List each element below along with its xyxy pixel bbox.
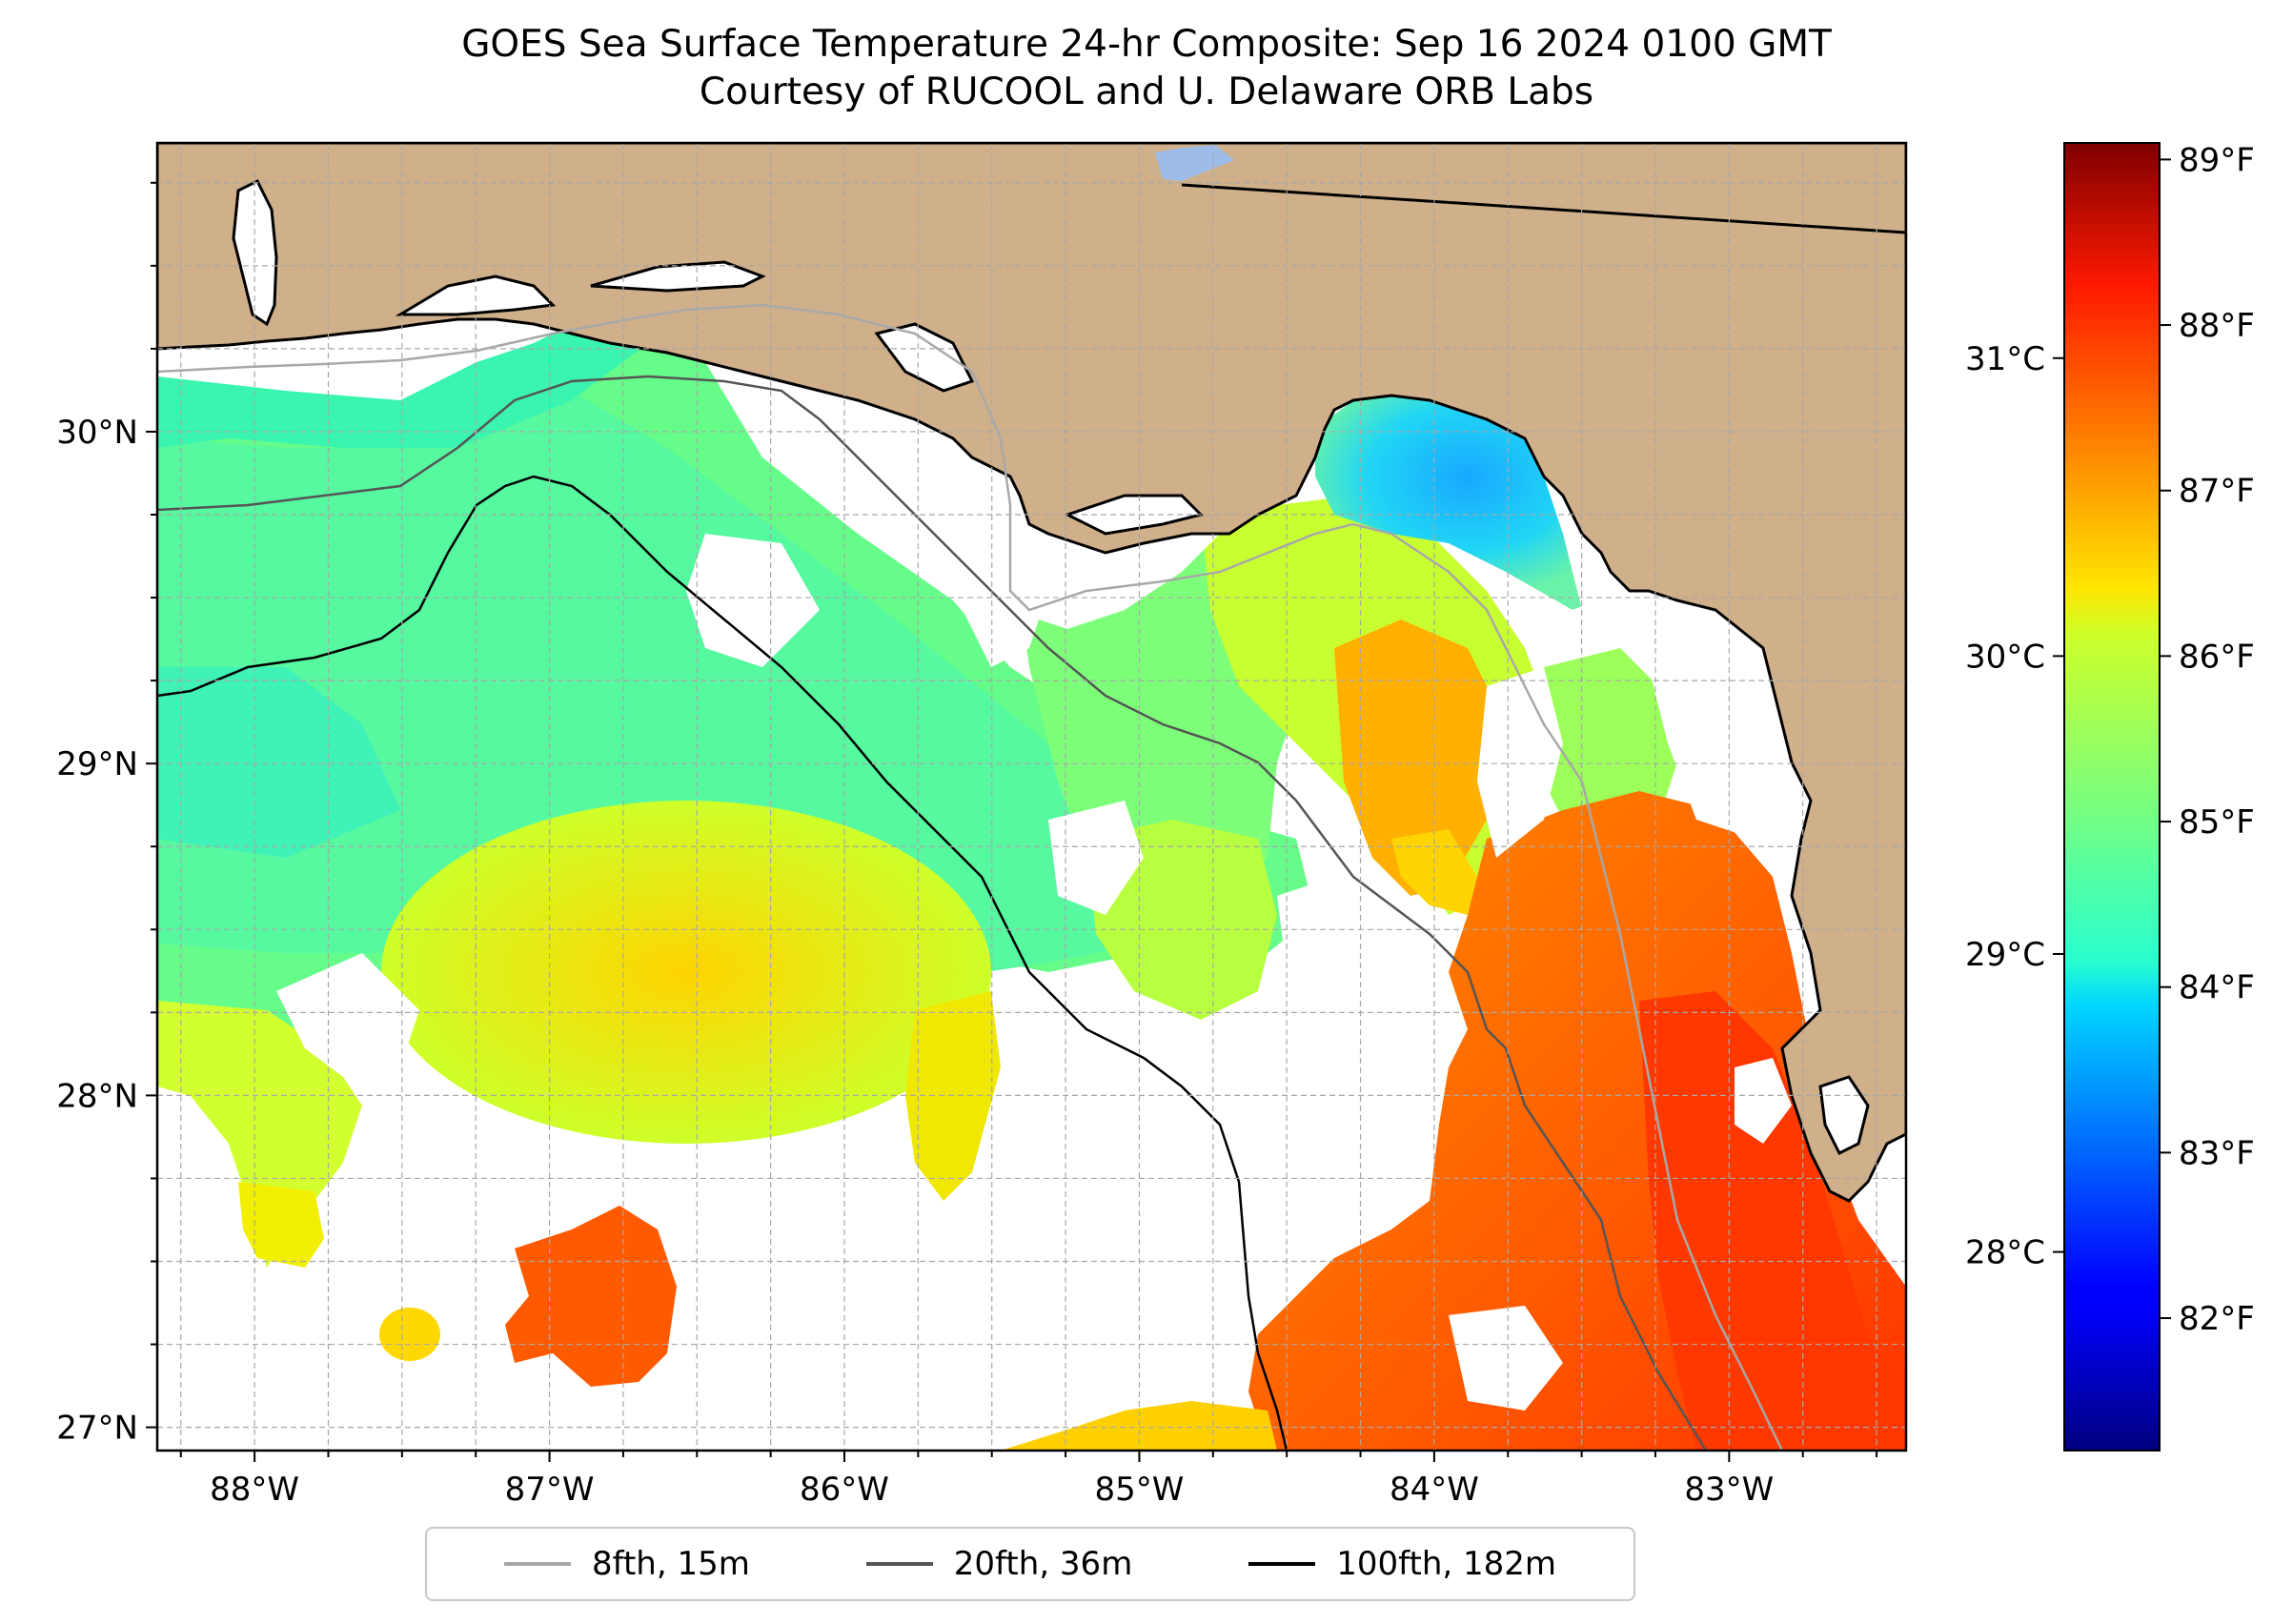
- lon-tick-label: 87°W: [505, 1471, 595, 1509]
- legend-item: 8fth, 15m: [503, 1545, 750, 1583]
- colorbar-f-label: 89°F: [2179, 141, 2255, 179]
- cloud-mask: [276, 953, 419, 1077]
- colorbar-celsius-axis: 28°C 29°C 30°C 31°C: [1965, 340, 2064, 1272]
- legend-item: 20fth, 36m: [865, 1545, 1133, 1583]
- state-border: [1181, 183, 1906, 234]
- lon-tick-label: 84°W: [1390, 1471, 1479, 1509]
- colorbar-f-label: 82°F: [2179, 1300, 2255, 1338]
- colorbar-f-label: 84°F: [2179, 969, 2255, 1007]
- orange-nearshore-patch: [1334, 619, 1506, 896]
- isobath-legend: 8fth, 15m 20fth, 36m 100fth, 182m: [425, 1527, 1635, 1601]
- map-title-block: GOES Sea Surface Temperature 24-hr Compo…: [0, 21, 2293, 116]
- isobath-20fth: [157, 375, 1708, 1451]
- warm-core: [381, 801, 991, 1144]
- colorbar-f-label: 87°F: [2179, 473, 2255, 511]
- land-mass: [157, 143, 1906, 1203]
- map-frame: [155, 141, 1908, 1452]
- colorbar-fahrenheit-axis: 82°F 83°F 84°F 85°F 86°F 87°F 88°F 89°F: [2160, 141, 2255, 1338]
- shelf-water-west-band: [157, 391, 1268, 991]
- hot-offshore-band: [1639, 991, 1906, 1451]
- cloud-mask: [1048, 801, 1144, 915]
- colorbar-c-label: 29°C: [1965, 936, 2045, 974]
- lon-tick-label: 86°W: [800, 1471, 889, 1509]
- legend-swatch: [865, 1562, 933, 1566]
- colorbar-f-label: 85°F: [2179, 803, 2255, 842]
- colorbar: [2063, 142, 2161, 1451]
- isobath-8fth: [157, 303, 1784, 1451]
- map-title: GOES Sea Surface Temperature 24-hr Compo…: [461, 23, 1832, 66]
- colorbar-c-label: 31°C: [1965, 340, 2045, 378]
- legend-label: 20fth, 36m: [953, 1545, 1133, 1583]
- legend-swatch: [1248, 1562, 1316, 1566]
- legend-label: 100fth, 182m: [1336, 1545, 1557, 1583]
- isobath-100fth: [157, 475, 1289, 1451]
- cloud-mask: [1449, 1306, 1563, 1411]
- pensacola-bay: [395, 274, 557, 316]
- legend-label: 8fth, 15m: [591, 1545, 750, 1583]
- colorbar-c-label: 28°C: [1965, 1234, 2045, 1272]
- gridlines: [157, 143, 1906, 1451]
- shelf-water-teal: [157, 667, 400, 858]
- map-subtitle: Courtesy of RUCOOL and U. Delaware ORB L…: [699, 71, 1594, 113]
- colorbar-c-label: 30°C: [1965, 638, 2045, 676]
- latitude-axis: 27°N 28°N 29°N 30°N: [56, 181, 157, 1448]
- st-andrews-bay: [874, 322, 975, 393]
- legend-swatch: [503, 1562, 571, 1566]
- lake-seminole: [1155, 145, 1234, 181]
- sst-field: [157, 143, 1906, 1451]
- coastal-teal-strip: [157, 305, 686, 448]
- colorbar-f-label: 88°F: [2179, 307, 2255, 345]
- cloud-mask: [1735, 1058, 1792, 1144]
- yellow-blob: [379, 1308, 440, 1361]
- orange-eddy: [505, 1206, 677, 1387]
- legend-item: 100fth, 182m: [1248, 1545, 1556, 1583]
- lat-tick-label: 27°N: [56, 1410, 138, 1448]
- cloud-mask: [1220, 1153, 1325, 1229]
- lat-tick-label: 30°N: [56, 414, 138, 452]
- longitude-axis: 88°W 87°W 86°W 85°W 84°W 83°W: [179, 1451, 1878, 1509]
- sw-lobe-tip: [238, 1182, 324, 1268]
- colorbar-f-label: 83°F: [2179, 1134, 2255, 1172]
- choctawhatchee-bay: [590, 260, 766, 293]
- cloud-mask: [686, 534, 820, 667]
- lat-tick-label: 28°N: [56, 1077, 138, 1115]
- lon-tick-label: 85°W: [1095, 1471, 1185, 1509]
- cloud-mask: [1477, 667, 1563, 858]
- lat-tick-label: 29°N: [56, 745, 138, 783]
- colorbar-f-label: 86°F: [2179, 638, 2255, 676]
- lon-tick-label: 83°W: [1684, 1471, 1774, 1509]
- lon-tick-label: 88°W: [210, 1471, 299, 1509]
